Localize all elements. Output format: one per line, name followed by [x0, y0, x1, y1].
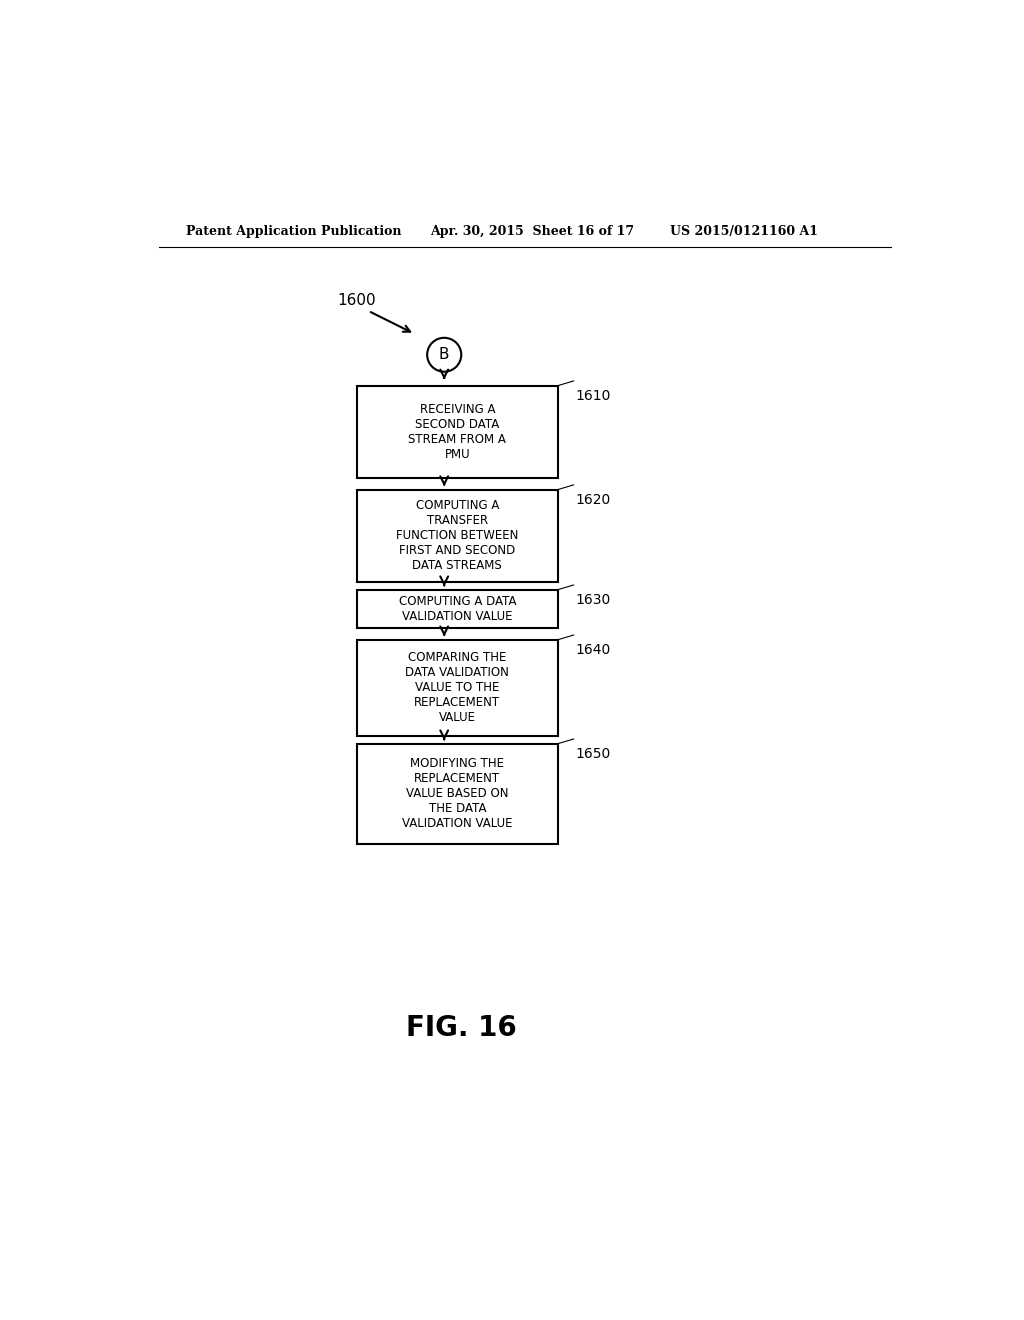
Text: US 2015/0121160 A1: US 2015/0121160 A1 — [671, 224, 818, 238]
Text: Apr. 30, 2015  Sheet 16 of 17: Apr. 30, 2015 Sheet 16 of 17 — [430, 224, 635, 238]
Bar — [356, 385, 558, 478]
Text: COMPUTING A
TRANSFER
FUNCTION BETWEEN
FIRST AND SECOND
DATA STREAMS: COMPUTING A TRANSFER FUNCTION BETWEEN FI… — [396, 499, 518, 572]
Bar — [356, 590, 558, 628]
Text: 1600: 1600 — [337, 293, 376, 309]
Text: 1610: 1610 — [575, 388, 610, 403]
Bar — [356, 640, 558, 737]
Bar — [356, 743, 558, 843]
Text: Patent Application Publication: Patent Application Publication — [186, 224, 401, 238]
Text: 1630: 1630 — [575, 593, 610, 607]
Text: FIG. 16: FIG. 16 — [406, 1015, 517, 1043]
Bar — [356, 490, 558, 582]
Text: COMPUTING A DATA
VALIDATION VALUE: COMPUTING A DATA VALIDATION VALUE — [398, 595, 516, 623]
Text: B: B — [439, 347, 450, 362]
Text: 1620: 1620 — [575, 492, 610, 507]
Text: RECEIVING A
SECOND DATA
STREAM FROM A
PMU: RECEIVING A SECOND DATA STREAM FROM A PM… — [409, 403, 506, 461]
Text: MODIFYING THE
REPLACEMENT
VALUE BASED ON
THE DATA
VALIDATION VALUE: MODIFYING THE REPLACEMENT VALUE BASED ON… — [402, 758, 513, 830]
Text: 1650: 1650 — [575, 747, 610, 760]
Text: 1640: 1640 — [575, 643, 610, 657]
Text: COMPARING THE
DATA VALIDATION
VALUE TO THE
REPLACEMENT
VALUE: COMPARING THE DATA VALIDATION VALUE TO T… — [406, 651, 509, 725]
